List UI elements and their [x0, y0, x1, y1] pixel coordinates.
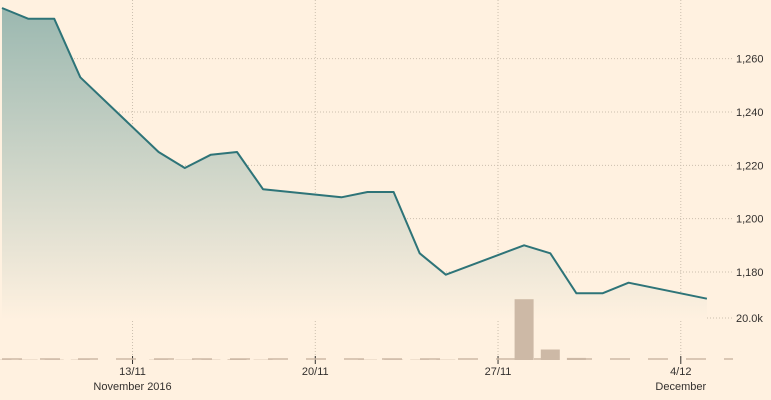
volume-bar — [540, 349, 560, 360]
price-area — [2, 8, 707, 320]
price-tick-label: 1,220 — [736, 160, 764, 172]
x-tick-label: 13/11 — [119, 366, 146, 378]
x-tick-label: 20/11 — [302, 366, 329, 378]
volume-bar — [514, 299, 534, 360]
price-tick-label: 1,200 — [736, 214, 764, 226]
month-label: November 2016 — [93, 381, 171, 393]
month-label: December — [655, 381, 706, 393]
price-tick-label: 1,260 — [736, 54, 764, 66]
price-line-group — [1, 7, 708, 300]
price-tick-label: 1,180 — [736, 267, 764, 279]
price-tick-label: 1,240 — [736, 107, 764, 119]
price-line — [1, 7, 708, 300]
x-tick-label: 4/12 — [670, 366, 691, 378]
x-tick-label: 27/11 — [485, 366, 512, 378]
price-area-fill — [2, 8, 707, 320]
axes: 1,180 1,200 1,220 1,240 1,260 20.0k 13/11 20/11… — [2, 54, 764, 393]
volume-tick-label: 20.0k — [736, 313, 763, 325]
